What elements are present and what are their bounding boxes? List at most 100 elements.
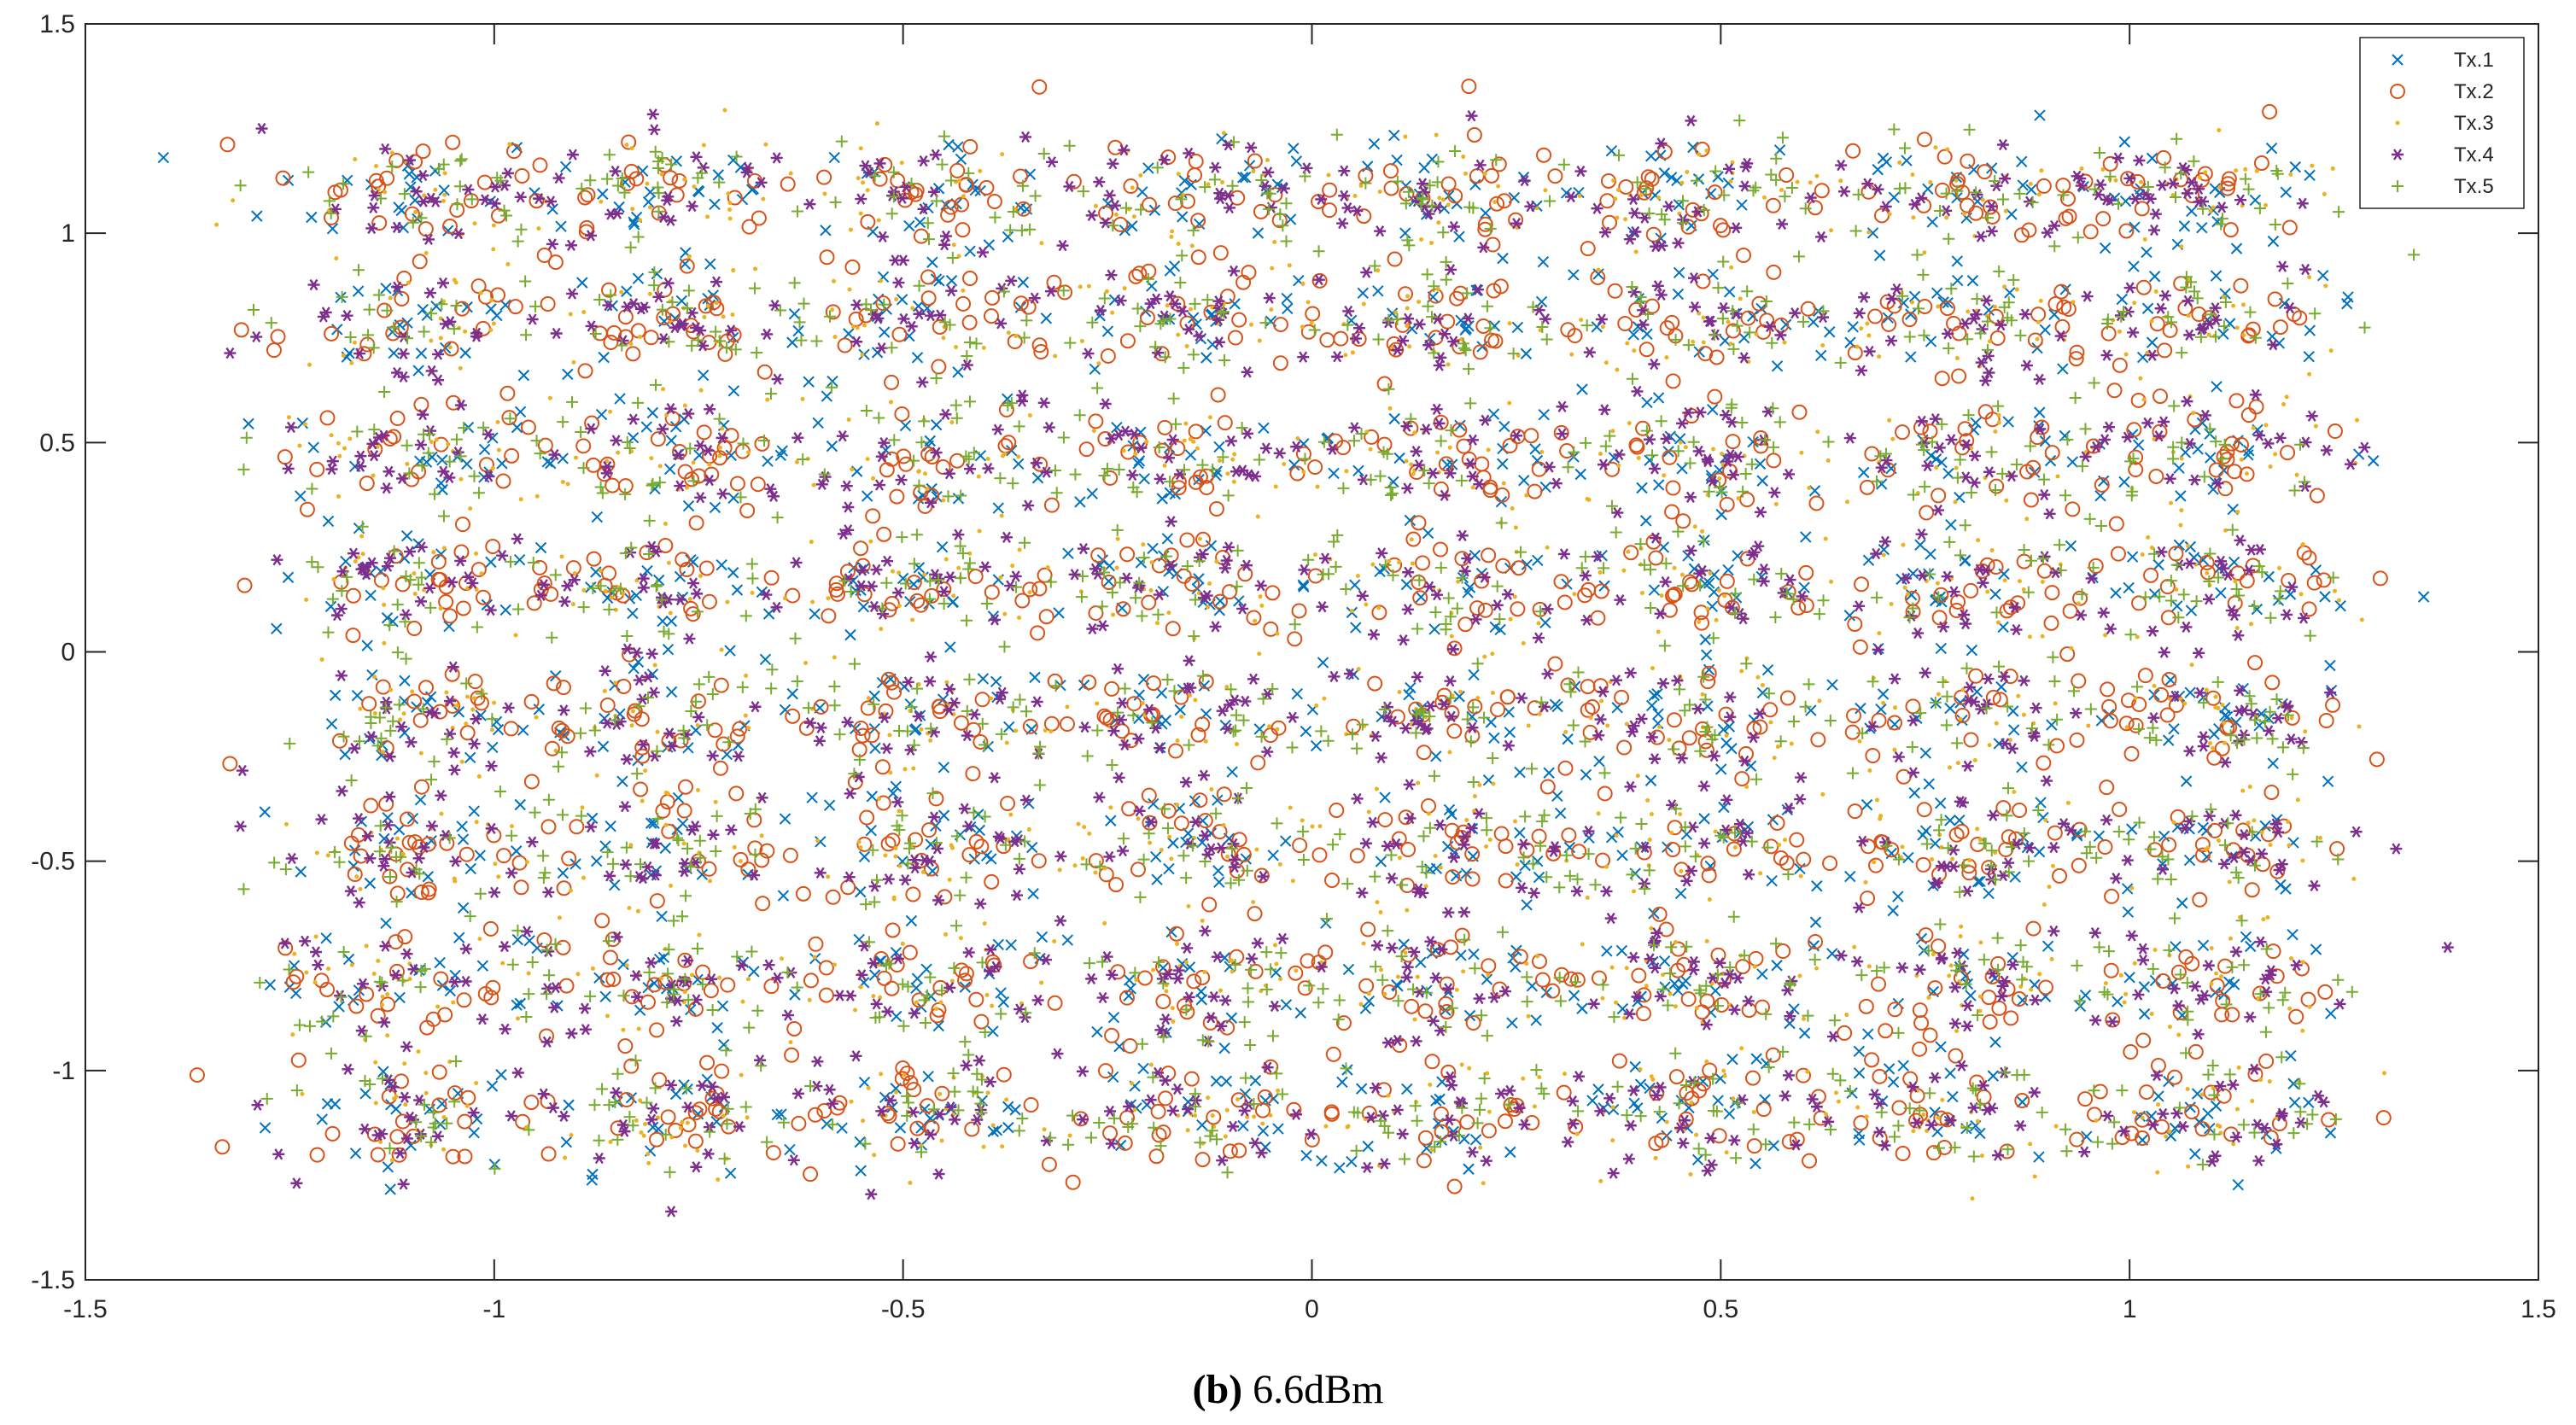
data-point (2134, 201, 2150, 217)
data-point (312, 959, 324, 971)
data-point (951, 593, 956, 599)
data-point (507, 142, 512, 147)
data-point (1951, 274, 1964, 287)
data-point (543, 586, 559, 602)
data-point (828, 581, 844, 598)
data-point (2094, 476, 2110, 493)
data-point (1205, 1012, 1218, 1024)
data-point (2122, 906, 2135, 918)
data-point (534, 715, 539, 720)
data-point (1768, 720, 1773, 725)
data-point (594, 913, 610, 929)
data-point (2059, 646, 2076, 663)
data-point (865, 188, 870, 193)
data-point (364, 877, 377, 890)
data-point (2186, 1164, 2191, 1169)
data-point (361, 639, 373, 651)
data-point (621, 753, 634, 766)
data-point (1954, 465, 1959, 470)
data-point (1617, 315, 1633, 331)
data-point (1107, 139, 1124, 155)
data-point (973, 824, 986, 837)
data-point (1694, 1132, 1699, 1137)
data-point (984, 873, 1000, 890)
data-point (2021, 712, 2026, 717)
data-point (554, 727, 566, 739)
data-point (637, 165, 649, 177)
data-point (2039, 324, 2051, 336)
data-point (846, 417, 851, 422)
data-point (1817, 698, 1822, 704)
data-point (1703, 663, 1715, 675)
data-point (577, 190, 593, 206)
data-point (1721, 1068, 1726, 1073)
data-point (1604, 864, 1609, 869)
data-point (1027, 888, 1039, 900)
data-point (1601, 945, 1613, 957)
data-point (1692, 524, 1697, 529)
data-point (1379, 967, 1384, 972)
data-point (531, 942, 543, 955)
data-point (2199, 1092, 2205, 1097)
data-point (1103, 190, 1116, 201)
data-point (1925, 548, 1936, 560)
data-point (709, 198, 721, 211)
data-point (1456, 438, 1472, 454)
data-point (1093, 203, 1098, 208)
data-point (943, 683, 956, 695)
data-point (1947, 1090, 1959, 1103)
data-point (1001, 435, 1017, 451)
data-point (1517, 838, 1530, 850)
data-point (2061, 208, 2077, 225)
data-point (665, 615, 678, 628)
data-point (1852, 639, 1868, 655)
data-point (788, 307, 801, 320)
data-point (2123, 581, 2135, 594)
data-point (1207, 415, 1212, 420)
data-point (954, 344, 959, 349)
data-point (1045, 156, 1058, 168)
data-point (2262, 103, 2278, 120)
data-point (634, 1118, 639, 1123)
data-point (1037, 567, 1053, 583)
data-point (1728, 178, 1733, 184)
data-point (1151, 873, 1163, 885)
data-point (1724, 1150, 1729, 1155)
data-point (803, 198, 816, 210)
data-point (313, 934, 318, 939)
data-point (861, 490, 873, 502)
data-point (2116, 293, 2128, 306)
data-point (2217, 481, 2234, 497)
data-point (1026, 827, 1031, 832)
data-point (1405, 531, 1422, 547)
data-point (1423, 884, 1428, 889)
data-point (1094, 310, 1106, 322)
data-point (879, 1072, 884, 1077)
data-point (1704, 938, 1709, 943)
data-point (1188, 692, 1193, 698)
data-point (961, 847, 978, 863)
data-point (1933, 145, 1938, 150)
data-point (1524, 493, 1529, 498)
data-point (840, 879, 856, 896)
data-point (1935, 1041, 1947, 1053)
data-point (989, 696, 994, 701)
data-point (1736, 199, 1748, 211)
data-point (1206, 338, 1218, 351)
data-point (1664, 314, 1680, 330)
data-point (1168, 260, 1181, 272)
data-point (1584, 699, 1600, 715)
data-point (711, 1022, 723, 1034)
data-point (853, 721, 869, 737)
data-point (1183, 655, 1195, 667)
data-point (1167, 743, 1183, 759)
data-point (324, 1125, 341, 1142)
data-point (1185, 1128, 1190, 1133)
data-point (1485, 1071, 1490, 1076)
data-point (1076, 1066, 1089, 1078)
data-point (1959, 554, 1971, 566)
data-point (2263, 423, 2269, 428)
data-point (1692, 173, 1705, 185)
data-point (645, 1152, 651, 1157)
data-point (2009, 871, 2021, 883)
